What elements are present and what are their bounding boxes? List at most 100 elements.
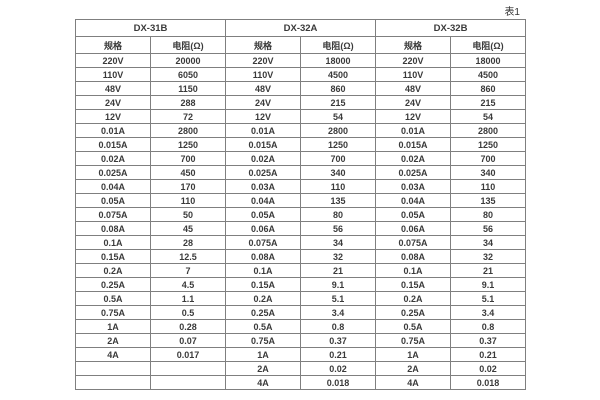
table-cell: 21 [300, 263, 377, 278]
table-cell: 110V [225, 67, 302, 82]
col-header-spec: 规格 [225, 36, 302, 54]
column-header-row: 规格 电阻(Ω) 规格 电阻(Ω) 规格 电阻(Ω) [75, 36, 527, 54]
table-cell: 0.5A [225, 319, 302, 334]
table-row: 110V 6050 110V 4500 110V 4500 [75, 67, 527, 82]
table-cell: 4A [75, 347, 151, 362]
table-row: 0.02A 700 0.02A 700 0.02A 700 [75, 151, 527, 166]
table-cell: 288 [149, 95, 227, 110]
table-row: 0.04A 170 0.03A 110 0.03A 110 [75, 179, 527, 194]
table-cell: 1.1 [149, 291, 227, 306]
table-cell: 2800 [450, 123, 527, 138]
table-cell: 54 [300, 109, 377, 124]
table-cell: 0.015A [225, 137, 302, 152]
table-row: 1A 0.28 0.5A 0.8 0.5A 0.8 [75, 319, 527, 334]
col-header-resistance: 电阻(Ω) [149, 36, 227, 54]
table-cell: 0.02 [450, 361, 527, 376]
table-cell: 220V [75, 53, 151, 68]
table-cell: 1150 [149, 81, 227, 96]
col-header-spec: 规格 [75, 36, 151, 54]
table-cell: 0.04A [75, 179, 151, 194]
table-row: 0.1A 28 0.075A 34 0.075A 34 [75, 235, 527, 250]
table-cell: 700 [450, 151, 527, 166]
table-row: 2A 0.02 2A 0.02 [75, 361, 527, 376]
table-cell: 0.018 [300, 375, 377, 390]
table-row: 0.15A 12.5 0.08A 32 0.08A 32 [75, 249, 527, 264]
table-cell: 110 [149, 193, 227, 208]
table-cell: 3.4 [450, 305, 527, 320]
table-cell: 0.02A [75, 151, 151, 166]
table-cell: 135 [450, 193, 527, 208]
table-cell: 1A [75, 319, 151, 334]
table-cell: 1250 [300, 137, 377, 152]
table-cell: 24V [75, 95, 151, 110]
table-cell: 1A [375, 347, 452, 362]
table-cell: 0.75A [75, 305, 151, 320]
table-cell: 4A [225, 375, 302, 390]
table-cell: 34 [300, 235, 377, 250]
table-cell: 4A [375, 375, 452, 390]
table-cell: 340 [300, 165, 377, 180]
col-header-spec: 规格 [375, 36, 452, 54]
table-cell: 32 [450, 249, 527, 264]
table-cell: 860 [300, 81, 377, 96]
table-cell: 20000 [149, 53, 227, 68]
table-cell: 1250 [450, 137, 527, 152]
table-cell: 0.01A [375, 123, 452, 138]
table-body: 220V 20000 220V 18000 220V 18000 110V 6050 110V 4… [75, 53, 527, 390]
table-cell: 9.1 [450, 277, 527, 292]
table-cell: 215 [300, 95, 377, 110]
table-cell: 0.06A [225, 221, 302, 236]
table-cell: 2800 [149, 123, 227, 138]
table-row: 12V 72 12V 54 12V 54 [75, 109, 527, 124]
table-cell: 0.2A [75, 263, 151, 278]
table-cell: 80 [300, 207, 377, 222]
table-cell: 0.04A [225, 193, 302, 208]
table-row: 220V 20000 220V 18000 220V 18000 [75, 53, 527, 68]
table-row: 0.25A 4.5 0.15A 9.1 0.15A 9.1 [75, 277, 527, 292]
table-cell: 4500 [450, 67, 527, 82]
table-cell: 48V [375, 81, 452, 96]
table-cell: 110 [300, 179, 377, 194]
col-header-resistance: 电阻(Ω) [450, 36, 527, 54]
table-cell: 0.75A [225, 333, 302, 348]
table-cell [149, 375, 227, 390]
table-cell: 0.15A [225, 277, 302, 292]
table-row: 0.025A 450 0.025A 340 0.025A 340 [75, 165, 527, 180]
table-cell: 0.01A [75, 123, 151, 138]
table-cell: 45 [149, 221, 227, 236]
table-row: 0.015A 1250 0.015A 1250 0.015A 1250 [75, 137, 527, 152]
table-cell: 0.15A [75, 249, 151, 264]
table-cell: 0.25A [75, 277, 151, 292]
table-cell: 0.015A [375, 137, 452, 152]
table-cell: 215 [450, 95, 527, 110]
table-cell: 110V [375, 67, 452, 82]
table-cell [149, 361, 227, 376]
table-cell: 110 [450, 179, 527, 194]
group-header-row: DX-31B DX-32A DX-32B [74, 19, 527, 37]
table-cell: 2800 [300, 123, 377, 138]
table-cell: 12.5 [149, 249, 227, 264]
table-cell: 2A [375, 361, 452, 376]
table-cell: 0.28 [149, 319, 227, 334]
table-cell: 80 [450, 207, 527, 222]
table-cell: 12V [375, 109, 452, 124]
table-cell: 0.2A [375, 291, 452, 306]
table-cell: 0.025A [75, 165, 151, 180]
table-cell: 0.06A [375, 221, 452, 236]
table-row: 4A 0.017 1A 0.21 1A 0.21 [75, 347, 527, 362]
table-cell: 0.025A [375, 165, 452, 180]
table-row: 0.75A 0.5 0.25A 3.4 0.25A 3.4 [75, 305, 527, 320]
table-cell: 5.1 [450, 291, 527, 306]
table-cell: 170 [149, 179, 227, 194]
table-cell: 0.017 [149, 347, 227, 362]
table-cell: 50 [149, 207, 227, 222]
table-cell: 18000 [300, 53, 377, 68]
table-cell: 0.1A [75, 235, 151, 250]
table-cell: 12V [225, 109, 302, 124]
table-cell: 340 [450, 165, 527, 180]
table-cell: 0.05A [375, 207, 452, 222]
table-cell: 32 [300, 249, 377, 264]
table-cell: 0.5 [149, 305, 227, 320]
table-cell: 700 [300, 151, 377, 166]
table-cell: 0.21 [450, 347, 527, 362]
